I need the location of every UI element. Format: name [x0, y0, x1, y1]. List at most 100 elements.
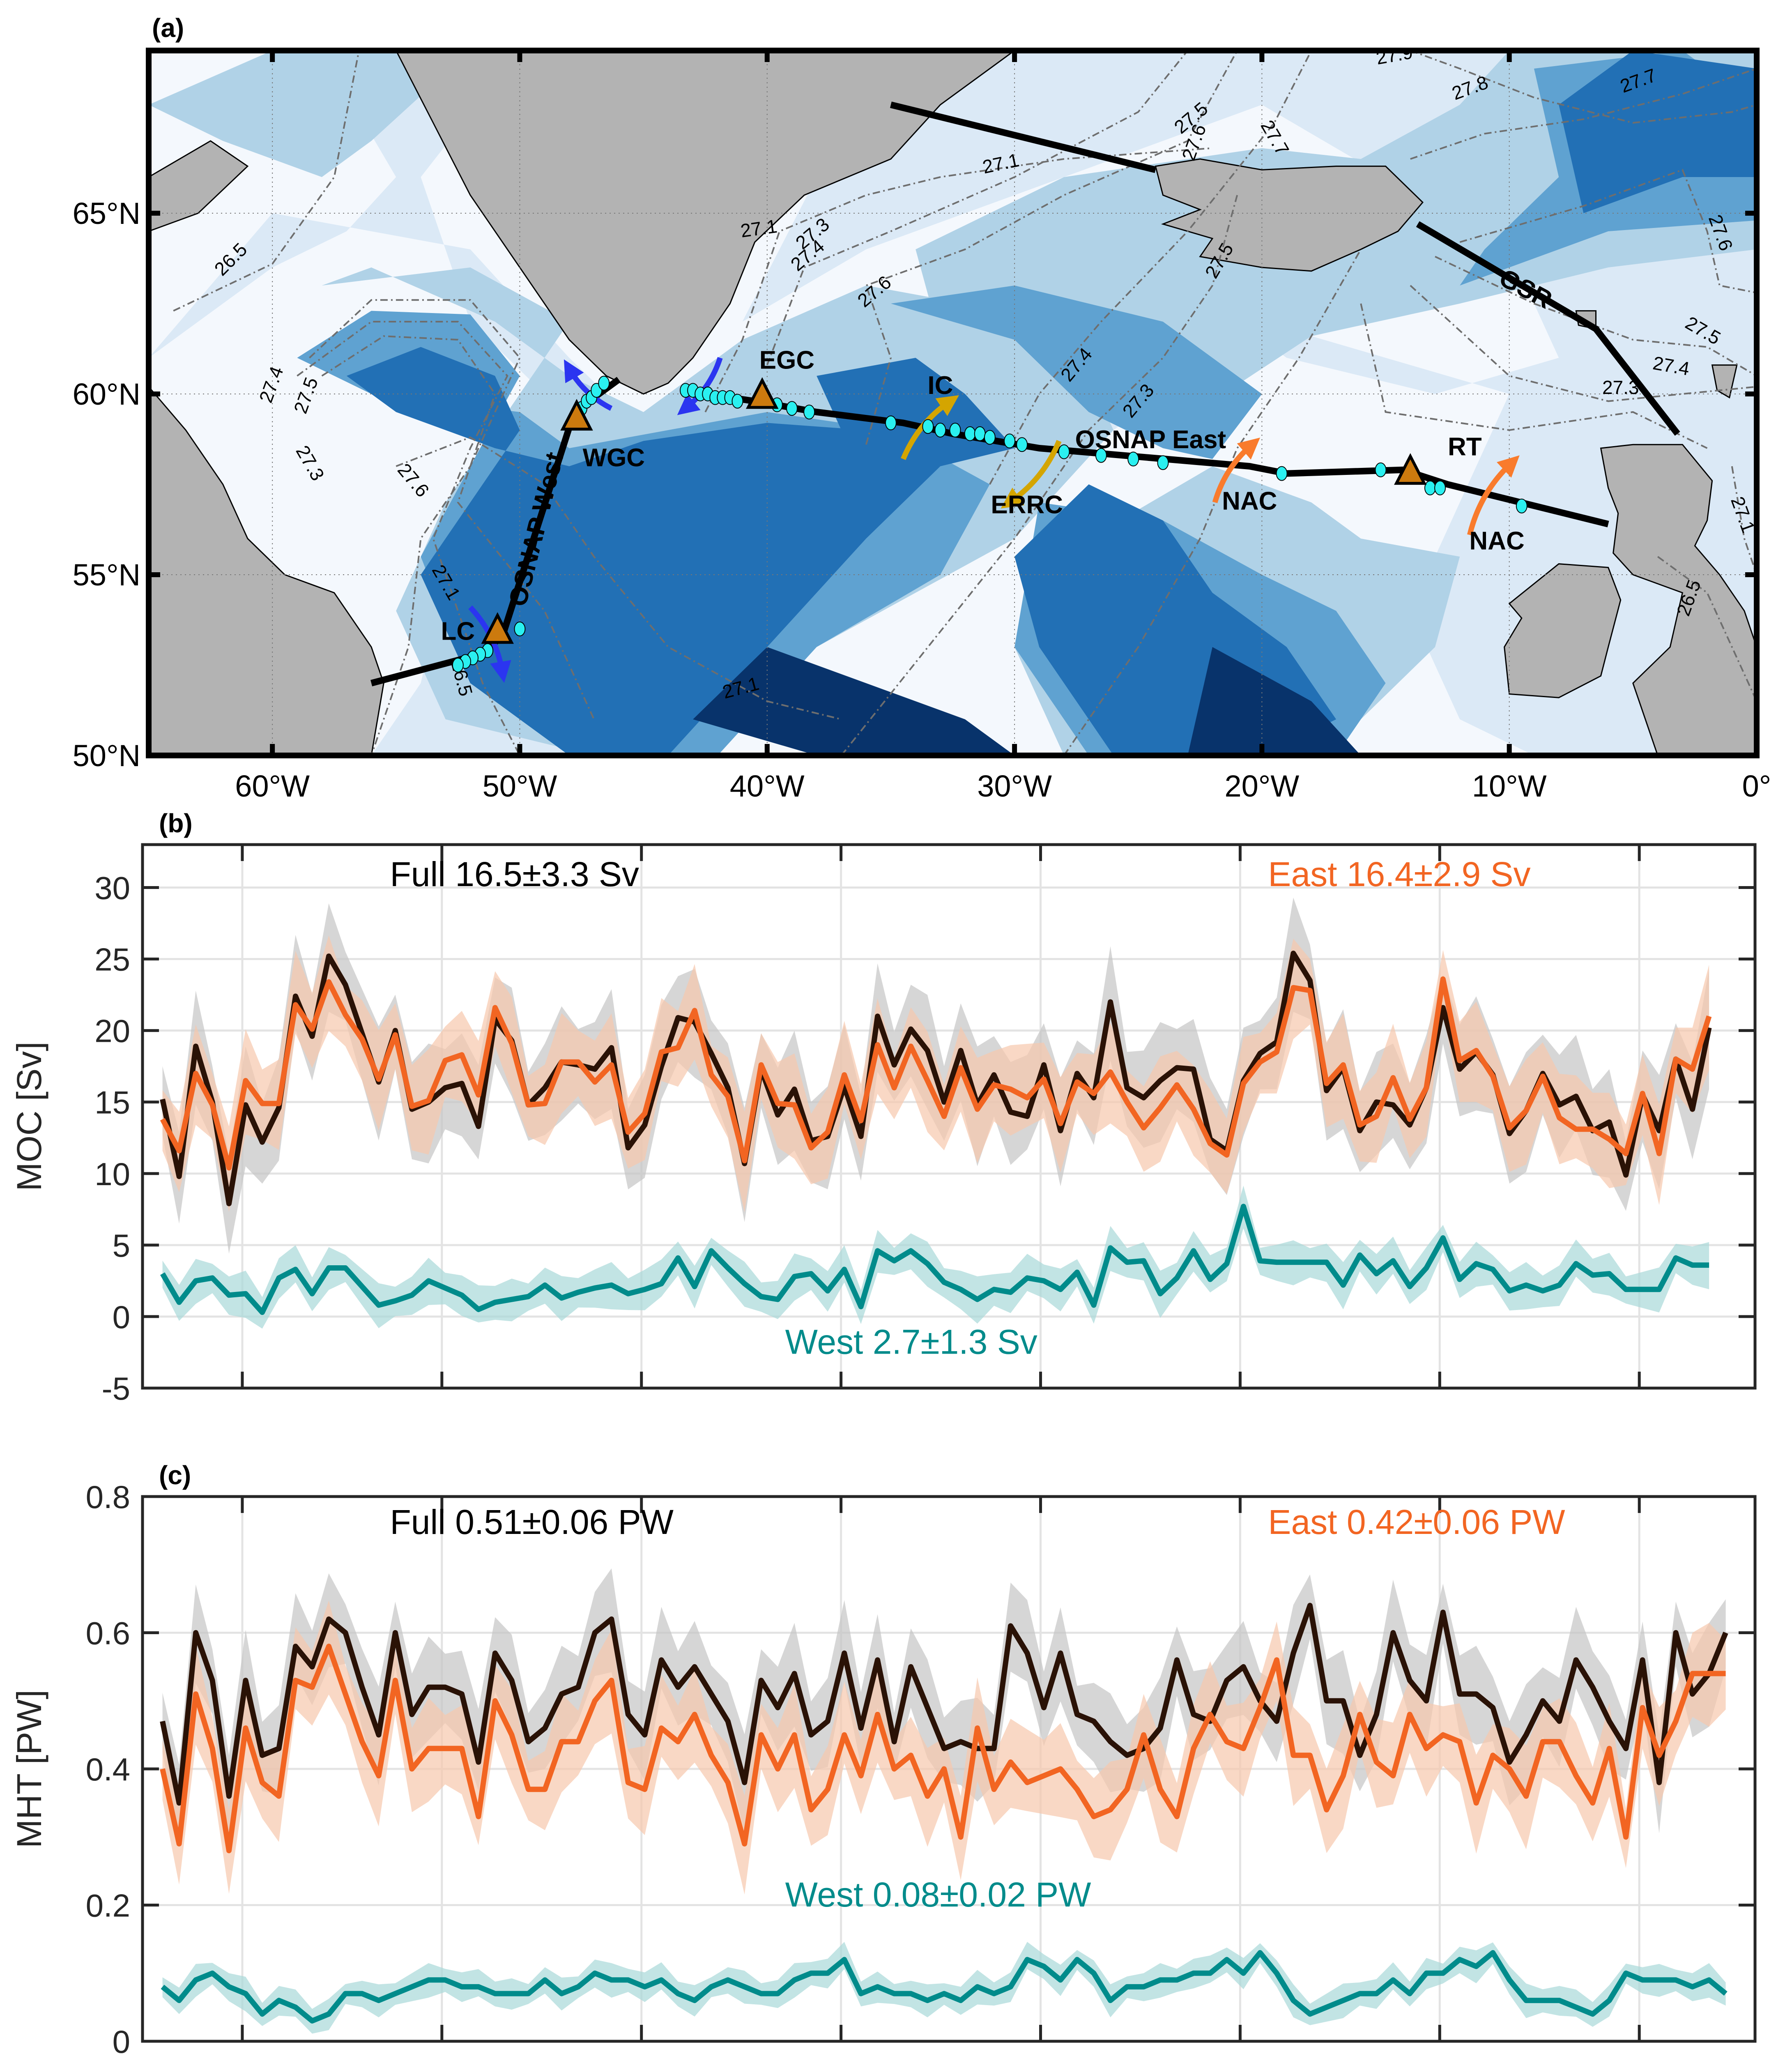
lat-tick-label: 65°N [73, 196, 140, 230]
mooring-triangle [481, 612, 514, 644]
nac-current-arrow [1467, 455, 1520, 536]
panel-label: (c) [159, 1460, 191, 1490]
mooring-triangle [560, 398, 593, 431]
y-tick-label: 10 [94, 1156, 130, 1192]
density-contour [865, 51, 1238, 445]
bathymetry-layer [890, 286, 1262, 459]
annotation-west: West 2.7±1.3 Sv [785, 1322, 1037, 1361]
station-marker [1016, 437, 1028, 452]
station-marker [452, 658, 464, 672]
map-panel: (a) 26.527.4 27.527.3 27.627.126.527.1 27.3… [73, 13, 1771, 803]
station-marker [732, 394, 743, 409]
land-baffin [149, 140, 249, 232]
station-marker [1157, 455, 1169, 470]
station-marker [1058, 444, 1070, 459]
land-ireland [1504, 563, 1622, 698]
y-tick-label: 25 [94, 942, 130, 978]
station-marker [1434, 480, 1446, 495]
current-label: NAC [1222, 487, 1277, 516]
density-contour [321, 335, 595, 720]
station-marker [514, 622, 526, 636]
nac-current-arrow [1212, 438, 1261, 503]
land-greenland [395, 51, 1016, 395]
y-tick-label: 30 [94, 870, 130, 906]
mooring-markers [481, 377, 1427, 644]
station-marker [934, 423, 946, 438]
annotation-full: Full 0.51±0.06 PW [390, 1503, 674, 1541]
station-marker [1276, 466, 1288, 481]
mooring-triangle [745, 377, 779, 409]
interior-current-arrow [1001, 440, 1062, 509]
station-marker [974, 426, 986, 441]
current-label: EGC [759, 346, 814, 374]
current-label: RT [1448, 433, 1482, 461]
annotation-west: West 0.08±0.02 PW [785, 1875, 1091, 1914]
land-labrador [149, 386, 384, 755]
bathymetry-layer [1559, 51, 1757, 213]
mooring-triangle [1394, 453, 1427, 485]
y-tick-label: 0.4 [86, 1751, 130, 1787]
station-marker [786, 401, 798, 416]
bathymetry-layer [1187, 647, 1361, 755]
y-tick-label: 20 [94, 1013, 130, 1049]
panel-label-a: (a) [152, 13, 184, 43]
density-contour [1459, 168, 1757, 294]
boundary-current-arrow [564, 359, 613, 411]
lon-tick-label: 30°W [977, 769, 1052, 803]
station-marker [1127, 451, 1139, 467]
station-marker [949, 423, 961, 438]
land-masses [149, 51, 1757, 755]
annotation-east: East 0.42±0.06 PW [1268, 1503, 1565, 1541]
series-line-full [160, 1603, 1728, 1806]
y-tick-label: 15 [94, 1085, 130, 1121]
series-line-east [160, 1644, 1726, 1854]
density-contour [173, 51, 360, 312]
uncertainty-band-west [162, 1942, 1726, 2034]
station-marker [1004, 433, 1016, 449]
station-marker [1516, 498, 1527, 514]
bathymetry-layer [693, 647, 1015, 755]
gsr-line [890, 101, 1157, 173]
map-frame [146, 48, 1760, 758]
y-tick-label: 0.6 [86, 1615, 130, 1651]
series-group [160, 898, 1712, 1329]
current-label: WGC [583, 444, 645, 472]
series-group [160, 1568, 1728, 2034]
station-marker [598, 375, 610, 391]
y-tick-label: 0 [113, 2024, 130, 2054]
y-tick-label: 0.2 [86, 1888, 130, 1924]
y-axis-label: MHT [PW] [10, 1690, 48, 1848]
uncertainty-band-west [162, 1186, 1709, 1329]
station-marker [1095, 448, 1107, 463]
density-contour [1410, 51, 1757, 124]
lat-tick-label: 50°N [73, 739, 140, 773]
map-content: 26.527.4 27.527.3 27.627.126.527.1 27.327.4… [149, 51, 1757, 755]
current-label: NAC [1469, 527, 1524, 555]
station-marker [1375, 462, 1387, 477]
annotation-east: East 16.4±2.9 Sv [1268, 855, 1530, 893]
gsr-line [1416, 221, 1680, 436]
lat-tick-label: 60°N [73, 377, 140, 411]
density-contour [1410, 68, 1757, 160]
station-marker [885, 415, 897, 431]
lon-tick-label: 0° [1742, 769, 1771, 803]
annotation-full: Full 16.5±3.3 Sv [390, 855, 639, 893]
current-label: LC [441, 617, 475, 645]
panel-label: (b) [159, 808, 193, 838]
lon-tick-label: 50°W [483, 769, 557, 803]
section-label: OSNAP East [1075, 426, 1226, 454]
station-marker [1424, 480, 1436, 495]
y-tick-label: 5 [113, 1227, 130, 1264]
density-contour [1410, 285, 1757, 402]
lon-tick-label: 20°W [1225, 769, 1300, 803]
station-marker [984, 430, 996, 445]
bathymetry-layer [149, 51, 470, 177]
lon-tick-label: 60°W [235, 769, 310, 803]
boundary-current-arrow [677, 357, 723, 415]
contour-label: 27.1 [739, 215, 779, 242]
axes-box [141, 843, 1757, 1390]
y-axis-label: MOC [Sv] [10, 1041, 48, 1191]
density-contour [989, 51, 1312, 485]
series-line-east [160, 976, 1712, 1171]
